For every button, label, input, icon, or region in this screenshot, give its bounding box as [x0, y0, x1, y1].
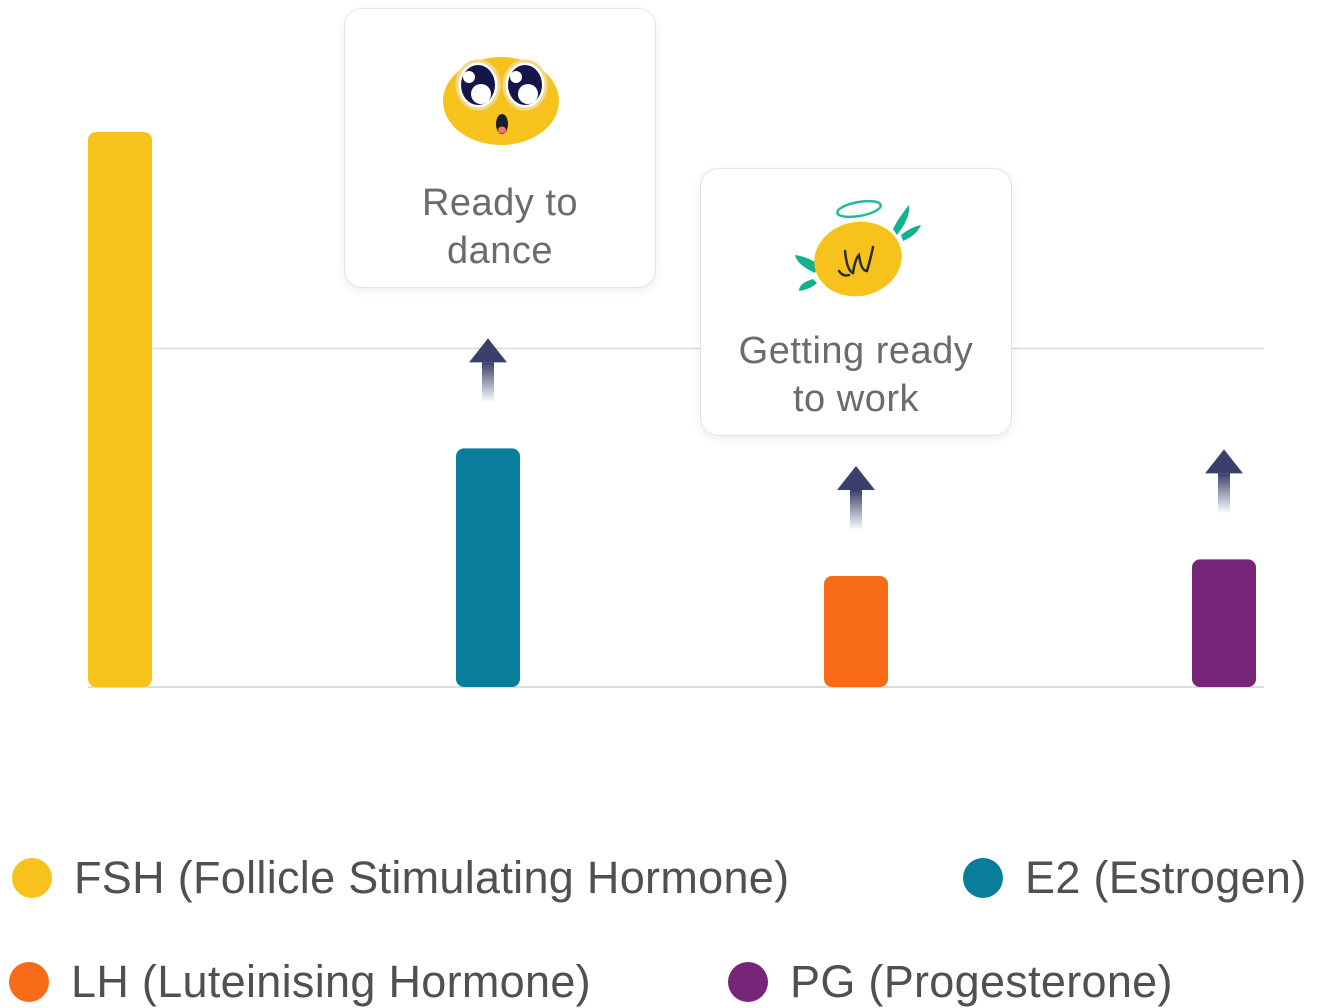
legend-swatch-lh — [9, 962, 49, 1002]
up-arrow-icon — [1205, 449, 1243, 514]
up-arrow-icon — [469, 338, 507, 403]
legend-label-pg: PG (Progesterone) — [790, 956, 1173, 1007]
bar-pg — [1192, 559, 1256, 687]
legend-swatch-e2 — [963, 858, 1003, 898]
callout-e2-line-2: dance — [446, 230, 554, 272]
legend-item-e2: E2 (Estrogen) — [963, 852, 1307, 904]
callout-e2-text: Ready to dance — [345, 179, 655, 275]
bar-lh — [824, 576, 888, 687]
legend-item-fsh: FSH (Follicle Stimulating Hormone) — [12, 852, 789, 904]
legend-label-e2: E2 (Estrogen) — [1025, 852, 1307, 903]
callout-lh-line-2: to work — [793, 378, 919, 420]
bar-fsh — [88, 132, 152, 687]
legend-swatch-fsh — [12, 858, 52, 898]
legend-item-lh: LH (Luteinising Hormone) — [9, 956, 591, 1008]
up-arrow-icon — [837, 466, 875, 530]
callout-lh-text: Getting ready to work — [701, 327, 1011, 423]
callout-e2: Ready to dance — [344, 8, 656, 288]
callout-lh-line-1: Getting ready — [738, 330, 974, 372]
excited-face-icon — [443, 57, 559, 145]
legend-swatch-pg — [728, 962, 768, 1002]
hormone-bar-chart — [88, 132, 1264, 688]
halo-face-icon — [795, 199, 921, 297]
legend-label-fsh: FSH (Follicle Stimulating Hormone) — [74, 852, 790, 903]
callout-e2-line-1: Ready to — [421, 182, 579, 224]
legend-item-pg: PG (Progesterone) — [728, 956, 1173, 1008]
callout-lh: Getting ready to work — [700, 168, 1012, 436]
legend-label-lh: LH (Luteinising Hormone) — [71, 956, 591, 1007]
bar-e2 — [456, 448, 520, 687]
